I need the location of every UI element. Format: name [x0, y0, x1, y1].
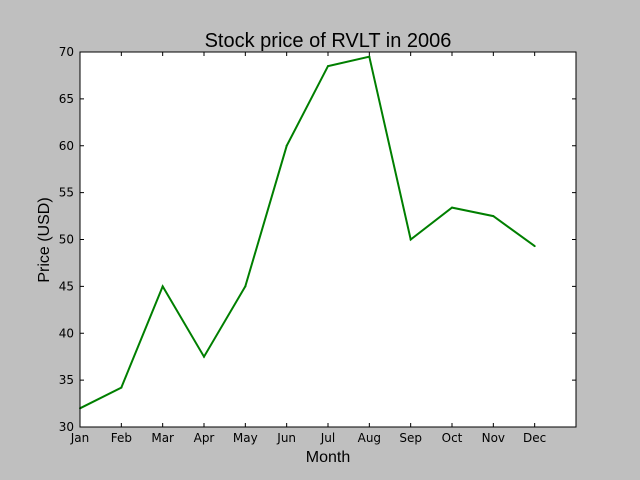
y-tick-label: 35 — [59, 373, 74, 387]
x-tick-label: Mar — [151, 431, 174, 445]
x-tick-label: Sep — [399, 431, 422, 445]
ticks-layer — [79, 51, 576, 428]
y-tick-label: 65 — [59, 92, 74, 106]
y-tick-label: 55 — [59, 186, 74, 200]
x-tick-label: Jan — [70, 431, 90, 445]
y-tick-label: 50 — [59, 233, 74, 247]
data-point — [244, 285, 247, 288]
data-point — [327, 65, 329, 68]
y-tick-label: 60 — [59, 139, 74, 153]
x-tick-label: Feb — [111, 431, 132, 445]
data-point — [285, 144, 288, 147]
y-axis-label: Price (USD) — [36, 197, 53, 282]
data-point — [161, 285, 164, 288]
x-tick-label: Nov — [482, 431, 505, 445]
x-tick-label: Dec — [523, 431, 546, 445]
data-point — [368, 55, 371, 58]
data-point — [451, 206, 453, 209]
series-line — [79, 55, 536, 410]
y-tick-label: 70 — [59, 45, 74, 59]
data-point — [409, 238, 412, 241]
data-point — [203, 355, 205, 358]
x-tick-label: May — [233, 431, 258, 445]
x-tick-label: Aug — [358, 431, 381, 445]
tick-labels-layer: Jan Feb Mar Apr May Jun Jul Aug Sep Oct Nov Dec 30 35… — [59, 45, 547, 445]
data-point — [120, 386, 123, 389]
data-point — [492, 215, 495, 218]
x-axis-label: Month — [306, 449, 350, 466]
y-tick-label: 30 — [59, 420, 74, 434]
x-tick-label: Jun — [276, 431, 296, 445]
y-tick-label: 45 — [59, 279, 74, 293]
x-tick-label: Jul — [320, 431, 335, 445]
plot-area — [80, 52, 576, 427]
y-tick-label: 40 — [59, 326, 74, 340]
plot-frame — [79, 51, 577, 428]
data-point — [533, 245, 536, 248]
x-tick-label: Apr — [194, 431, 215, 445]
chart-title: Stock price of RVLT in 2006 — [205, 30, 452, 52]
x-tick-label: Oct — [442, 431, 463, 445]
